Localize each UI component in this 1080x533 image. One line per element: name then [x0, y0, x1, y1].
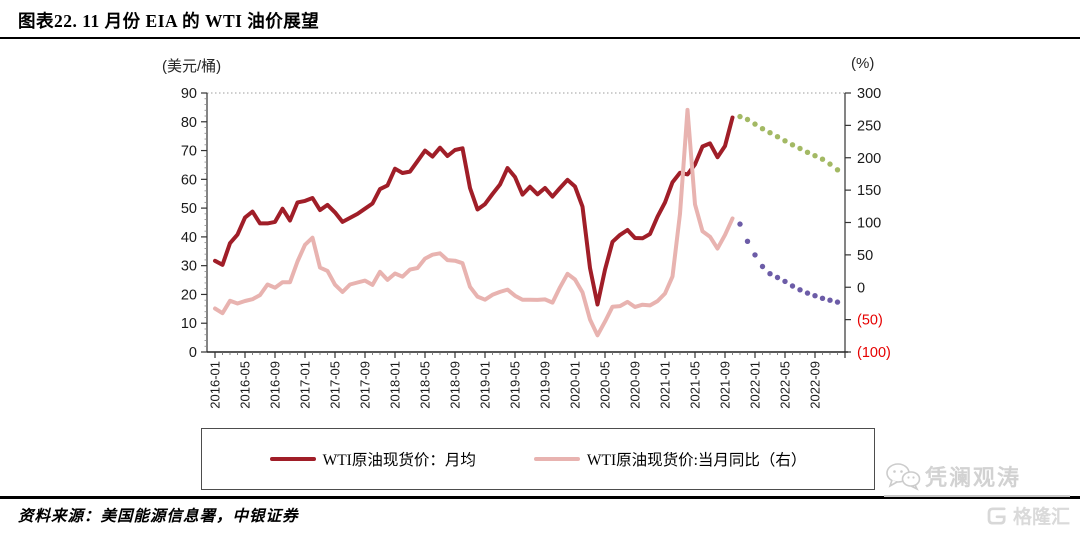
- series-eia-yoy-outlook-dotted-dot: [812, 293, 818, 299]
- series-wti-spot-yoy: [213, 107, 735, 338]
- y-right-tick-label: (50): [857, 313, 883, 329]
- legend-label-yoy: WTI原油现货价:当月同比（右）: [586, 452, 807, 469]
- y-right-tick-label: 250: [857, 118, 881, 134]
- x-tick-label: 2019-05: [508, 361, 523, 409]
- series-eia-yoy-outlook-dotted-dot: [804, 290, 811, 296]
- series-eia-price-outlook-dotted-dot: [737, 113, 743, 120]
- y-right-tick-label: 50: [857, 248, 873, 264]
- right-axis-unit: (%): [851, 55, 875, 72]
- series-eia-yoy-outlook-dotted-dot: [819, 295, 826, 301]
- y-left-tick-label: 0: [189, 345, 197, 361]
- series-eia-price-outlook-dotted-dot: [789, 142, 796, 148]
- bottom-divider: [0, 496, 1080, 499]
- y-right-tick-label: (100): [857, 345, 891, 361]
- legend-item-yoy: WTI原油现货价:当月同比（右）: [533, 448, 807, 470]
- y-left-tick-label: 70: [181, 144, 197, 160]
- y-left-tick-label: 60: [181, 172, 197, 188]
- x-tick-label: 2018-05: [418, 361, 433, 409]
- series-eia-price-outlook-dotted-dot: [804, 149, 811, 155]
- y-right-tick-label: 150: [857, 183, 881, 199]
- x-tick-label: 2017-01: [298, 361, 313, 409]
- y-left-tick-label: 30: [181, 259, 197, 275]
- series-eia-price-outlook-dotted-dot: [759, 126, 766, 132]
- y-right-tick-label: 200: [857, 151, 881, 167]
- chart-legend: WTI原油现货价：月均 WTI原油现货价:当月同比（右）: [201, 428, 875, 490]
- legend-swatch-yoy: [533, 456, 580, 462]
- gelonghui-logo: [987, 506, 1006, 525]
- x-tick-label: 2018-01: [388, 361, 403, 409]
- series-eia-price-outlook-dotted-dot: [752, 121, 758, 127]
- series-eia-price-outlook-dotted-dot: [782, 138, 788, 144]
- left-axis-unit: (美元/桶): [162, 58, 222, 75]
- series-eia-yoy-outlook-dotted-dot: [744, 238, 751, 244]
- y-right-tick-label: 100: [857, 216, 881, 232]
- watermark-brand1: 凭澜观涛: [925, 465, 1022, 490]
- x-tick-label: 2016-01: [208, 361, 223, 409]
- legend-swatch-price: [269, 456, 316, 462]
- series-eia-yoy-outlook-dotted-dot: [759, 263, 766, 270]
- watermark: 凭澜观涛 格隆汇: [884, 460, 1070, 529]
- series-eia-yoy-outlook-dotted-dot: [752, 252, 758, 258]
- watermark-brand1-row: 凭澜观涛: [884, 460, 1070, 497]
- y-right-tick-label: 300: [857, 86, 881, 102]
- series-eia-yoy-outlook-dotted-dot: [789, 283, 796, 289]
- series-eia-yoy-outlook-dotted-dot: [737, 221, 743, 227]
- series-eia-price-outlook-dotted-dot: [834, 167, 841, 173]
- x-tick-label: 2017-09: [358, 361, 373, 409]
- x-tick-label: 2018-09: [448, 361, 463, 409]
- x-tick-label: 2016-05: [238, 361, 253, 409]
- x-tick-label: 2021-05: [688, 361, 703, 409]
- title-divider: [0, 37, 1080, 39]
- x-tick-label: 2020-09: [628, 361, 643, 409]
- series-eia-price-outlook-dotted-dot: [767, 130, 773, 136]
- series-eia-yoy-outlook-dotted-dot: [782, 278, 788, 285]
- legend-item-price: WTI原油现货价：月均: [269, 448, 476, 470]
- wechat-icon: [886, 463, 921, 491]
- y-left-tick-label: 40: [181, 230, 197, 246]
- figure-title: 图表22. 11 月份 EIA 的 WTI 油价展望: [18, 11, 320, 31]
- series-eia-price-outlook-dotted-dot: [774, 134, 781, 140]
- y-left-tick-label: 80: [181, 115, 197, 131]
- x-tick-label: 2020-01: [568, 361, 583, 409]
- x-tick-label: 2022-01: [748, 361, 763, 409]
- x-tick-label: 2022-05: [778, 361, 793, 409]
- watermark-brand2: 格隆汇: [1012, 507, 1070, 528]
- y-left-tick-label: 90: [181, 86, 197, 102]
- series-eia-price-outlook-dotted-dot: [819, 156, 826, 162]
- series-eia-yoy-outlook-dotted-dot: [827, 297, 833, 303]
- series-eia-price-outlook-dotted-dot: [827, 161, 833, 167]
- series-wti-spot-price-monthly-avg: [213, 115, 735, 307]
- series-eia-price-outlook-dotted-dot: [744, 116, 751, 123]
- y-left-tick-label: 50: [181, 201, 197, 217]
- series-eia-yoy-outlook-dotted-dot: [774, 274, 781, 281]
- x-tick-label: 2016-09: [268, 361, 283, 409]
- watermark-brand2-row: 格隆汇: [884, 502, 1070, 529]
- series-eia-yoy-outlook-dotted-dot: [797, 287, 803, 293]
- x-tick-label: 2019-01: [478, 361, 493, 409]
- legend-label-price: WTI原油现货价：月均: [322, 452, 476, 469]
- source-note: 资料来源：美国能源信息署，中银证券: [18, 508, 299, 525]
- x-tick-label: 2019-09: [538, 361, 553, 409]
- y-right-tick-label: 0: [857, 280, 865, 296]
- series-eia-yoy-outlook-dotted-dot: [767, 271, 773, 277]
- series-eia-price-outlook-dotted-dot: [797, 145, 803, 152]
- x-tick-label: 2017-05: [328, 361, 343, 409]
- x-tick-label: 2021-01: [658, 361, 673, 409]
- x-tick-label: 2022-09: [808, 361, 823, 409]
- y-left-tick-label: 20: [181, 287, 197, 303]
- y-left-tick-label: 10: [181, 316, 197, 332]
- series-eia-price-outlook-dotted-dot: [812, 153, 818, 159]
- x-tick-label: 2020-05: [598, 361, 613, 409]
- x-tick-label: 2021-09: [718, 361, 733, 409]
- series-eia-yoy-outlook-dotted-dot: [834, 299, 841, 305]
